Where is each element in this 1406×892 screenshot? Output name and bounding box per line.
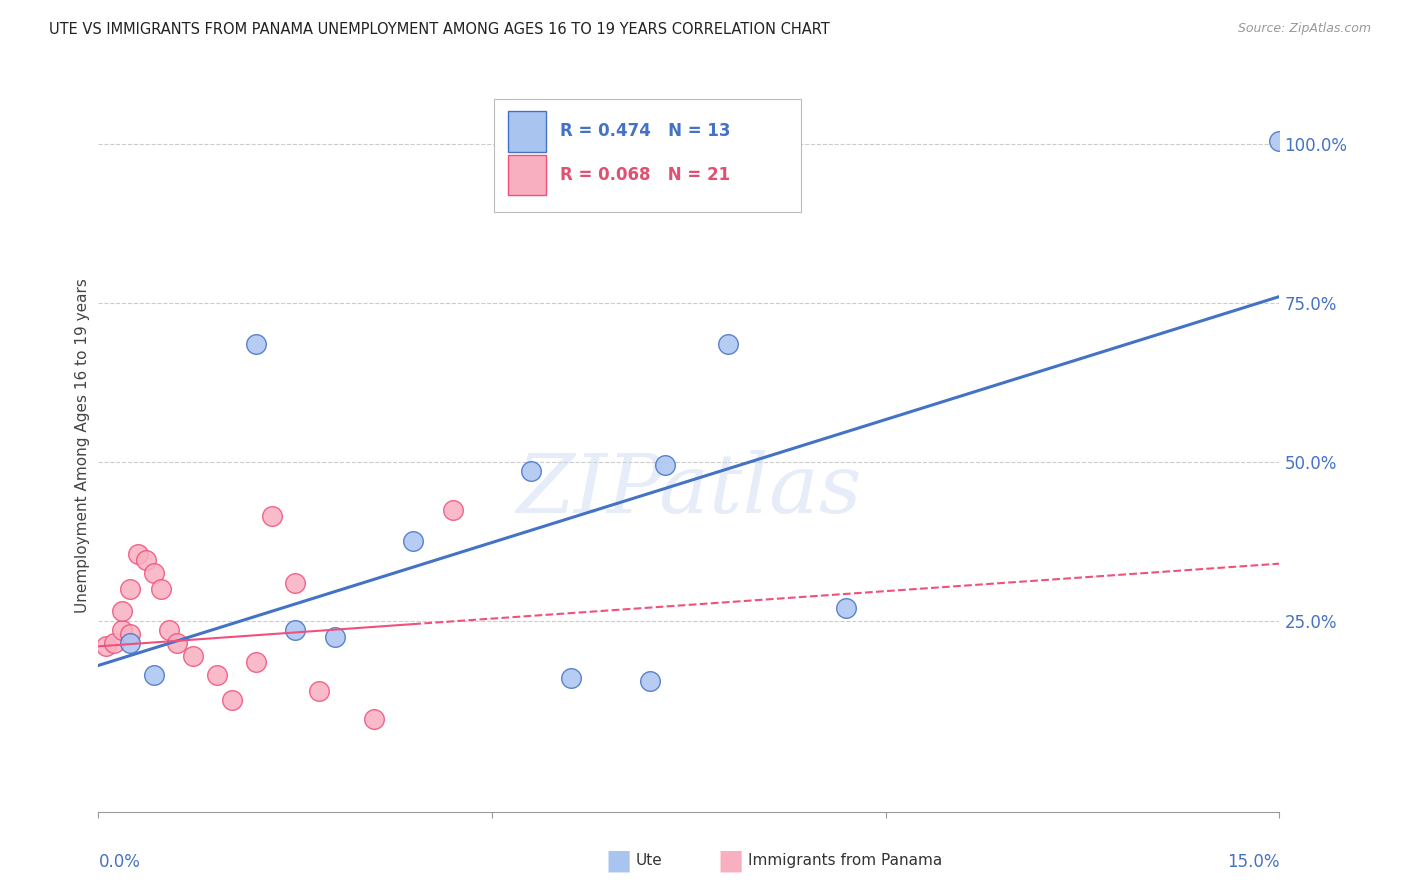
Text: 15.0%: 15.0% — [1227, 853, 1279, 871]
Text: R = 0.474   N = 13: R = 0.474 N = 13 — [560, 122, 731, 140]
Text: Ute: Ute — [636, 854, 662, 868]
Point — [221, 693, 243, 707]
Point — [118, 636, 141, 650]
Text: Immigrants from Panama: Immigrants from Panama — [748, 854, 942, 868]
FancyBboxPatch shape — [508, 112, 546, 152]
Point — [103, 636, 125, 650]
Point — [245, 337, 267, 351]
Point — [323, 630, 346, 644]
Point — [245, 655, 267, 669]
Point — [111, 624, 134, 638]
Point — [111, 604, 134, 618]
Point — [150, 582, 173, 596]
Text: Source: ZipAtlas.com: Source: ZipAtlas.com — [1237, 22, 1371, 36]
Text: UTE VS IMMIGRANTS FROM PANAMA UNEMPLOYMENT AMONG AGES 16 TO 19 YEARS CORRELATION: UTE VS IMMIGRANTS FROM PANAMA UNEMPLOYME… — [49, 22, 830, 37]
Point — [135, 553, 157, 567]
Point — [441, 502, 464, 516]
Point — [520, 465, 543, 479]
Point — [284, 624, 307, 638]
Point — [118, 582, 141, 596]
Point — [127, 547, 149, 561]
Point — [181, 648, 204, 663]
Text: ■: ■ — [718, 847, 744, 875]
Point — [717, 337, 740, 351]
Point — [638, 674, 661, 689]
Point — [1268, 134, 1291, 148]
Point — [363, 713, 385, 727]
Text: ZIPatlas: ZIPatlas — [516, 450, 862, 530]
Text: ■: ■ — [606, 847, 631, 875]
Point — [284, 575, 307, 590]
Text: R = 0.068   N = 21: R = 0.068 N = 21 — [560, 167, 730, 185]
Y-axis label: Unemployment Among Ages 16 to 19 years: Unemployment Among Ages 16 to 19 years — [75, 278, 90, 614]
Point — [654, 458, 676, 472]
FancyBboxPatch shape — [494, 99, 801, 212]
Point — [308, 684, 330, 698]
Point — [166, 636, 188, 650]
Point — [402, 534, 425, 549]
Point — [260, 508, 283, 523]
FancyBboxPatch shape — [508, 155, 546, 195]
Point — [835, 601, 858, 615]
Point — [157, 624, 180, 638]
Point — [118, 626, 141, 640]
Point — [96, 640, 118, 654]
Point — [142, 566, 165, 581]
Point — [205, 668, 228, 682]
Point — [560, 671, 582, 685]
Text: 0.0%: 0.0% — [98, 853, 141, 871]
Point — [142, 668, 165, 682]
